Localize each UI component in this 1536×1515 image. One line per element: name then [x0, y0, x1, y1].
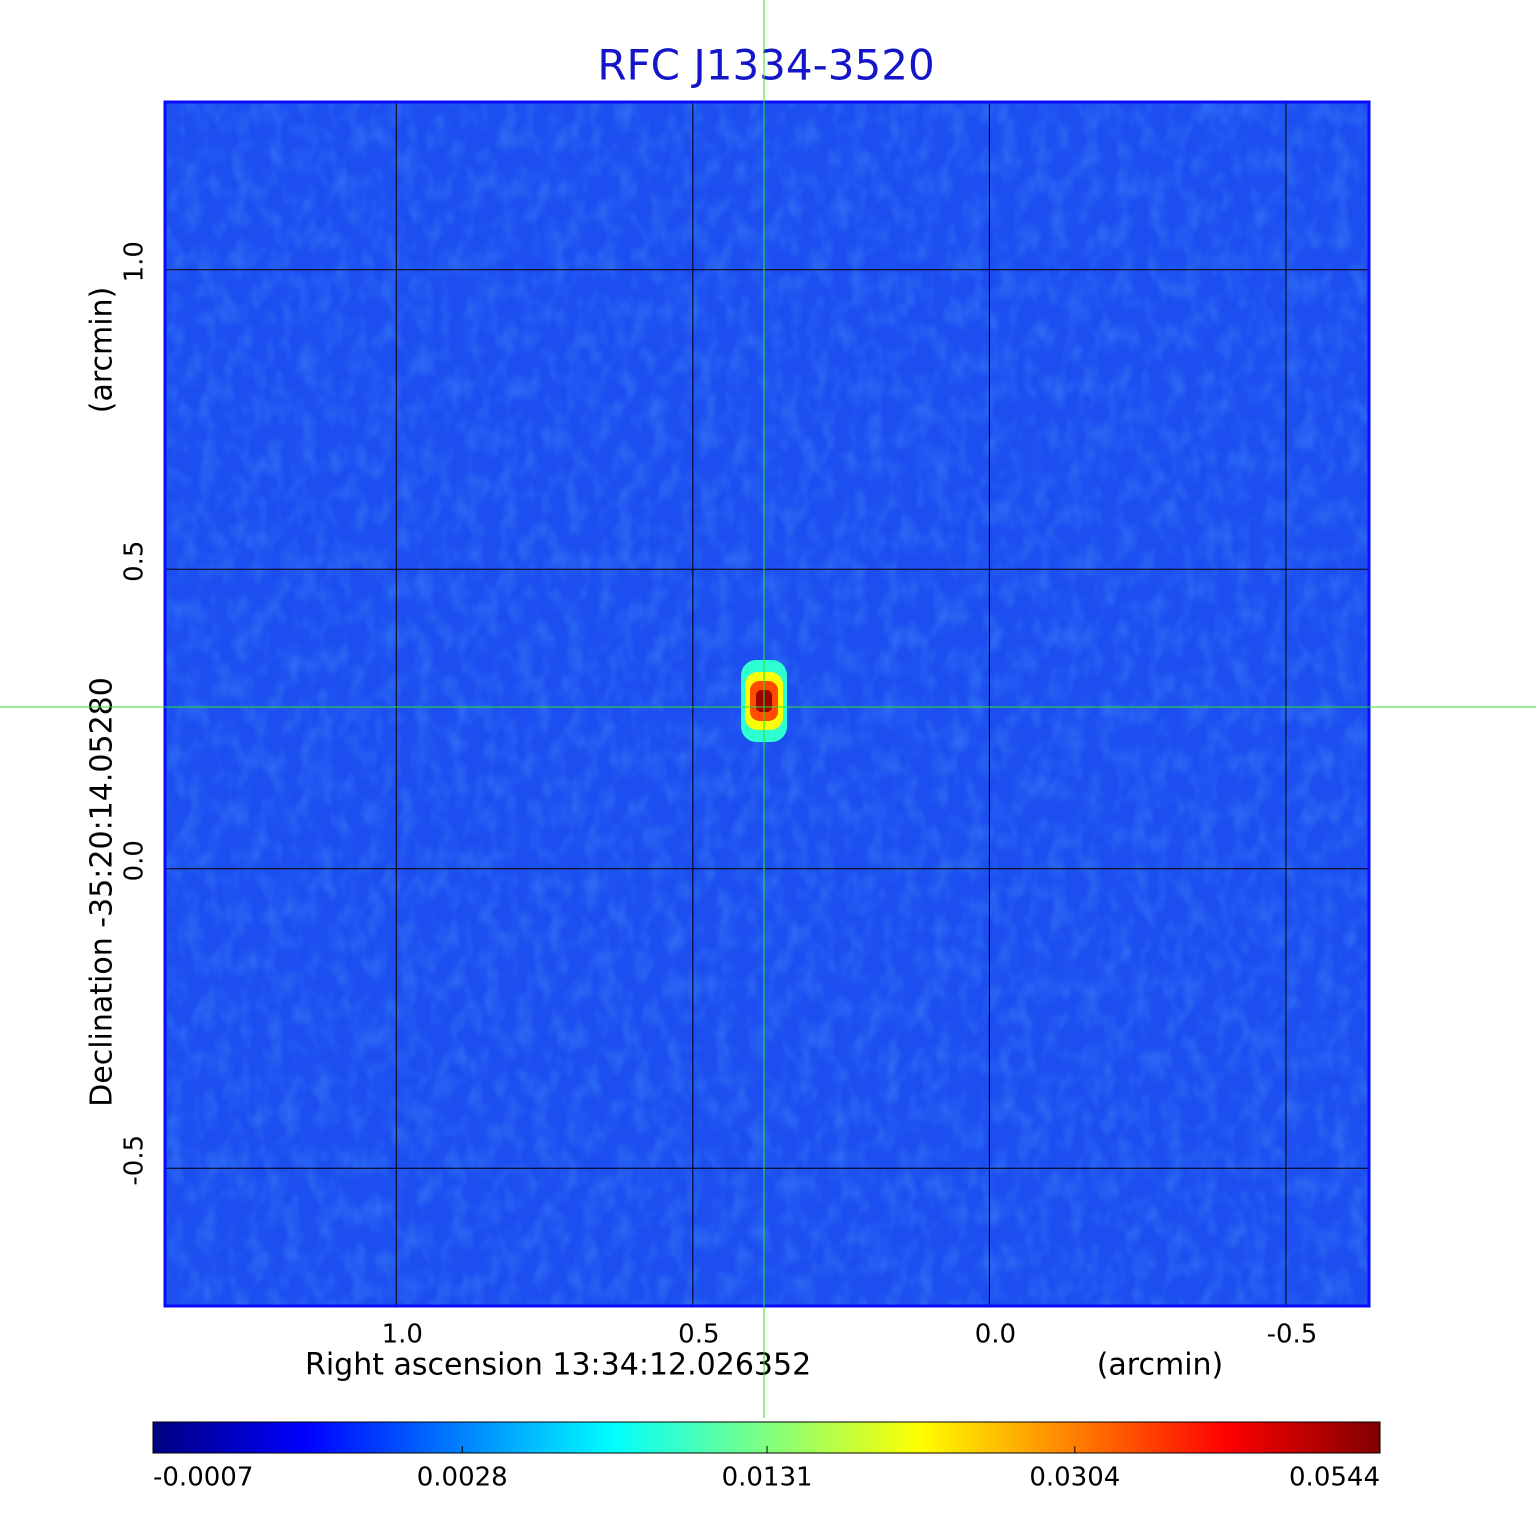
colorbar	[152, 1421, 1381, 1454]
y-axis-label: Declination -35:20:14.05280	[85, 677, 120, 1107]
y-tick-label: 0.0	[120, 840, 150, 881]
colorbar-tick-label: 0.0028	[417, 1463, 508, 1493]
chart-title: RFC J1334-3520	[597, 41, 934, 90]
y-tick-label: -0.5	[120, 1135, 150, 1186]
colorbar-tick-label: 0.0131	[722, 1463, 813, 1493]
y-tick-label: 1.0	[120, 241, 150, 282]
x-tick-label: 1.0	[382, 1320, 423, 1350]
plot-frame	[163, 100, 1371, 1308]
x-tick-label: 0.0	[975, 1320, 1016, 1350]
colorbar-tick-label: 0.0544	[1289, 1463, 1380, 1493]
x-tick-label: -0.5	[1267, 1320, 1318, 1350]
x-tick-label: 0.5	[678, 1320, 719, 1350]
colorbar-tick-label: 0.0304	[1029, 1463, 1120, 1493]
y-tick-label: 0.5	[120, 541, 150, 582]
colorbar-tick-label: -0.0007	[153, 1463, 253, 1493]
x-axis-unit: (arcmin)	[1097, 1348, 1224, 1383]
y-axis-unit: (arcmin)	[85, 287, 120, 414]
x-axis-label: Right ascension 13:34:12.026352	[305, 1348, 811, 1383]
